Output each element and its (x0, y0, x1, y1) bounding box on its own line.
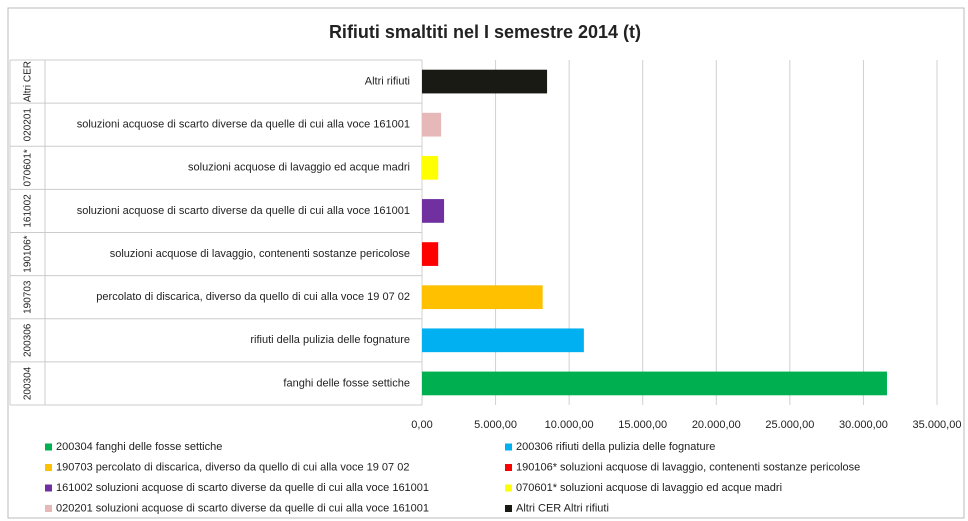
x-tick-label: 25.000,00 (765, 419, 814, 431)
chart-title: Rifiuti smaltiti nel I semestre 2014 (t) (329, 22, 641, 42)
legend-swatch (505, 464, 512, 471)
legend-label: 200306 rifiuti della pulizia delle fogna… (516, 441, 715, 453)
category-group-label: 190106* (23, 235, 34, 272)
category-label: soluzioni acquose di lavaggio ed acque m… (188, 162, 410, 174)
category-label: soluzioni acquose di scarto diverse da q… (77, 119, 410, 131)
legend-label: 161002 soluzioni acquose di scarto diver… (56, 482, 429, 494)
bar (422, 112, 442, 137)
category-group-label: 161002 (23, 194, 34, 228)
x-tick-label: 30.000,00 (839, 419, 888, 431)
category-group-label: 200304 (23, 366, 34, 400)
x-tick-label: 35.000,00 (913, 419, 962, 431)
legend-swatch (505, 443, 512, 451)
legend-label: 200304 fanghi delle fosse settiche (56, 441, 222, 453)
category-label: percolato di discarica, diverso da quell… (96, 291, 410, 303)
legend-swatch (45, 484, 52, 492)
category-label: soluzioni acquose di lavaggio, contenent… (110, 248, 410, 260)
legend-swatch (45, 464, 52, 471)
bar (422, 69, 548, 94)
legend-label: Altri CER Altri rifiuti (516, 502, 609, 514)
category-group-label: 200306 (23, 323, 34, 357)
x-tick-label: 20.000,00 (692, 419, 741, 431)
category-label: soluzioni acquose di scarto diverse da q… (77, 205, 410, 217)
category-group-label: 070601* (23, 149, 34, 186)
category-group-label: 190703 (23, 280, 34, 314)
x-tick-label: 10.000,00 (545, 419, 594, 431)
legend-swatch (45, 505, 52, 512)
legend-swatch (505, 505, 512, 512)
legend-label: 070601* soluzioni acquose di lavaggio ed… (516, 482, 782, 494)
bar (422, 371, 887, 396)
legend-swatch (45, 443, 52, 451)
x-tick-label: 15.000,00 (618, 419, 667, 431)
category-label: Altri rifiuti (365, 75, 410, 87)
bar (422, 199, 445, 223)
bar (422, 155, 439, 180)
category-label: fanghi delle fosse settiche (283, 377, 410, 389)
legend-label: 020201 soluzioni acquose di scarto diver… (56, 502, 429, 514)
x-tick-label: 0,00 (411, 419, 432, 431)
category-group-label: Altri CER (23, 61, 34, 102)
legend-swatch (505, 484, 512, 492)
legend-label: 190703 percolato di discarica, diverso d… (56, 461, 409, 473)
x-tick-label: 5.000,00 (474, 419, 517, 431)
bar (422, 285, 543, 310)
bar (422, 328, 584, 353)
category-label: rifiuti della pulizia delle fognature (250, 334, 410, 346)
bar (422, 242, 439, 266)
category-group-label: 020201 (23, 108, 34, 142)
legend-label: 190106* soluzioni acquose di lavaggio, c… (516, 461, 860, 473)
